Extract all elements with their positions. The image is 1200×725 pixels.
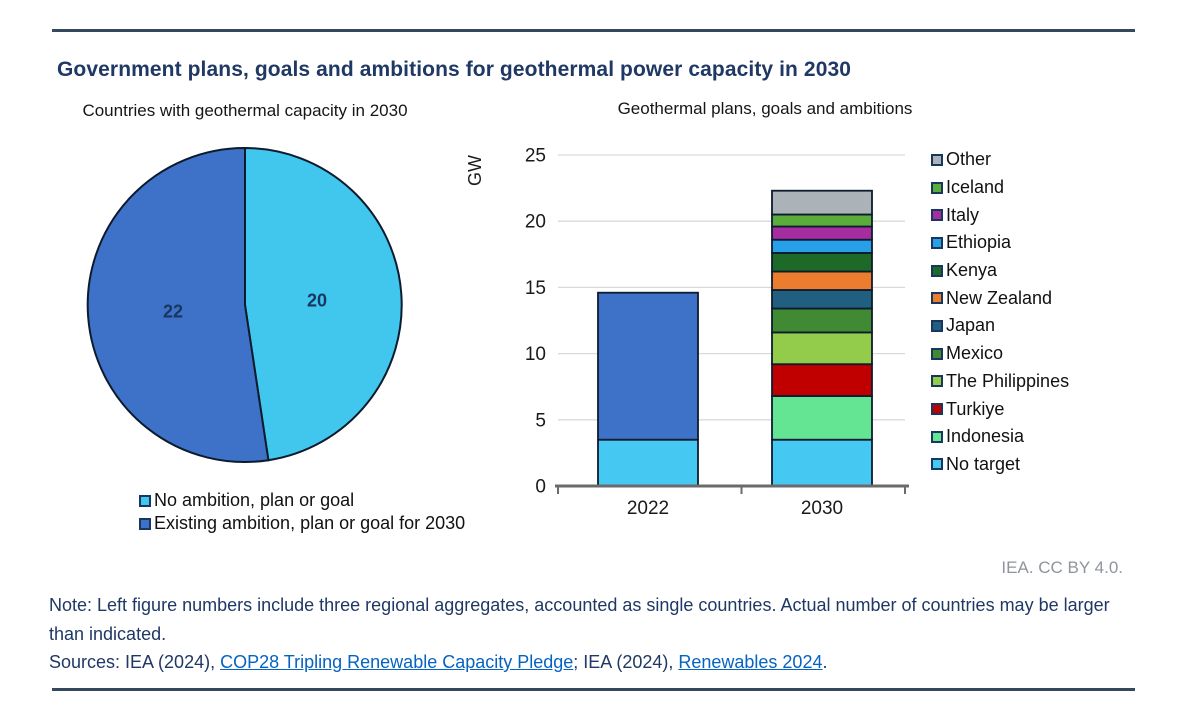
bar-legend-item: Iceland: [931, 174, 1069, 202]
x-category-label: 2030: [801, 498, 843, 519]
y-tick-label: 15: [525, 278, 546, 299]
bar-segment-indonesia: [771, 395, 873, 441]
pie-legend-item: No ambition, plan or goal: [139, 489, 465, 512]
pie-chart: 2022: [86, 146, 403, 463]
bar-chart: 0 5 10 15 20 25 2022 2030: [525, 146, 909, 519]
bar-legend-item: Mexico: [931, 340, 1069, 368]
legend-label: Indonesia: [946, 426, 1025, 447]
legend-swatch: [931, 403, 943, 416]
bar-legend: Other Iceland Italy Ethiopia Kenya New Zealan…: [931, 146, 1069, 478]
legend-label: Ethiopia: [946, 232, 1012, 253]
legend-label: Other: [946, 149, 992, 170]
pie-slice-value: 22: [163, 301, 183, 321]
pie-legend-item: Existing ambition, plan or goal for 2030: [139, 512, 465, 535]
legend-swatch: [931, 236, 943, 249]
bar-legend-item: Kenya: [931, 257, 1069, 285]
legend-label: Existing ambition, plan or goal for 2030: [154, 513, 466, 533]
top-rule: [52, 29, 1135, 32]
legend-label: Italy: [946, 204, 980, 225]
bar-segment-turkiye: [771, 363, 873, 397]
y-tick-label: 0: [535, 477, 546, 498]
bar-segment-new-zealand: [771, 270, 873, 291]
bar-segment-japan: [771, 289, 873, 310]
legend-label: Turkiye: [946, 398, 1005, 419]
license-credit: IEA. CC BY 4.0.: [1001, 558, 1123, 577]
pie-legend: No ambition, plan or goal Existing ambiti…: [139, 489, 465, 535]
bar-segment-other: [771, 189, 873, 216]
bar-segment-ethiopia: [771, 238, 873, 254]
legend-swatch: [139, 517, 151, 530]
source-link-cop28[interactable]: COP28 Tripling Renewable Capacity Pledge: [220, 652, 574, 672]
bar-chart-title: Geothermal plans, goals and ambitions: [617, 99, 913, 118]
pie-slice-value: 20: [307, 291, 327, 311]
bar-legend-item: Indonesia: [931, 423, 1069, 451]
bar-segment-iceland: [771, 213, 873, 228]
legend-swatch: [931, 153, 943, 166]
legend-swatch: [139, 494, 151, 507]
legend-label: Japan: [946, 315, 996, 336]
legend-label: No target: [946, 453, 1021, 474]
x-category-label: 2022: [627, 498, 669, 519]
pie-slice: [86, 146, 270, 463]
bar-legend-item: Other: [931, 146, 1069, 174]
bar-legend-item: Italy: [931, 201, 1069, 229]
legend-swatch: [931, 430, 943, 443]
bar-segment-kenya: [771, 252, 873, 273]
legend-swatch: [931, 264, 943, 277]
sources-line: Sources: IEA (2024), COP28 Tripling Rene…: [49, 652, 827, 673]
legend-label: Mexico: [946, 343, 1004, 364]
legend-label: Iceland: [946, 177, 1005, 198]
bar-segment-the-philippines: [771, 331, 873, 366]
note-text: Note: Left figure numbers include three …: [49, 595, 1110, 644]
legend-swatch: [931, 181, 943, 194]
y-tick-label: 5: [535, 410, 546, 431]
bottom-rule: [52, 688, 1135, 691]
legend-swatch: [931, 292, 943, 305]
legend-swatch: [931, 319, 943, 332]
pie-slice: [244, 146, 403, 462]
y-axis-label: GW: [464, 154, 485, 186]
bar-legend-item: No target: [931, 451, 1069, 479]
legend-label: New Zealand: [946, 287, 1053, 308]
legend-label: Kenya: [946, 260, 998, 281]
legend-swatch: [931, 375, 943, 388]
bar-segment-italy: [771, 225, 873, 241]
bar-segment-existing-ambition-plan-or-goal-for-2030: [597, 291, 699, 441]
y-tick-label: 20: [525, 212, 546, 233]
bar-legend-item: Ethiopia: [931, 229, 1069, 257]
bar-legend-item: The Philippines: [931, 368, 1069, 396]
page-title: Government plans, goals and ambitions fo…: [57, 58, 852, 82]
bar-legend-item: Turkiye: [931, 395, 1069, 423]
legend-swatch: [931, 458, 943, 471]
bar-legend-item: Japan: [931, 312, 1069, 340]
bar-segment-no-target: [597, 438, 699, 487]
sources-separator: ; IEA (2024),: [573, 652, 679, 672]
legend-label: The Philippines: [946, 370, 1070, 391]
sources-suffix: .: [822, 652, 828, 672]
legend-label: No ambition, plan or goal: [154, 490, 355, 510]
legend-swatch: [931, 209, 943, 222]
y-tick-label: 25: [525, 146, 546, 167]
bar-legend-item: New Zealand: [931, 284, 1069, 312]
bar-segment-mexico: [771, 307, 873, 334]
source-link-renewables[interactable]: Renewables 2024: [678, 652, 823, 672]
legend-swatch: [931, 347, 943, 360]
sources-prefix: Sources: IEA (2024),: [49, 652, 221, 672]
y-tick-label: 10: [525, 344, 546, 365]
pie-chart-title: Countries with geothermal capacity in 20…: [82, 101, 408, 120]
bar-segment-no-target: [771, 438, 873, 487]
